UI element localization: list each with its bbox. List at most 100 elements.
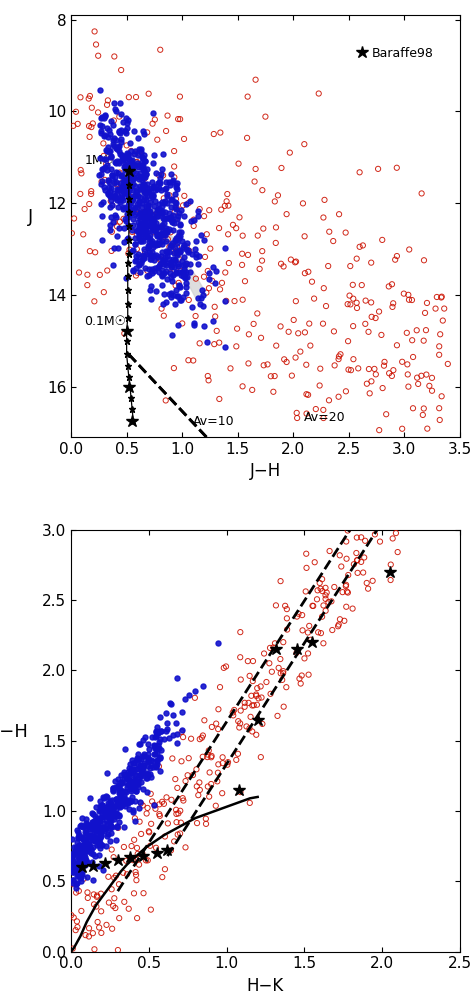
Point bbox=[140, 250, 147, 266]
Point bbox=[79, 838, 86, 854]
Point bbox=[121, 123, 129, 139]
Point bbox=[75, 839, 83, 855]
Point bbox=[161, 285, 168, 301]
Point bbox=[145, 183, 153, 199]
Point bbox=[111, 807, 119, 823]
Point bbox=[193, 778, 201, 795]
Point bbox=[438, 389, 446, 405]
Point bbox=[109, 257, 117, 273]
Point bbox=[209, 273, 216, 289]
Point bbox=[117, 106, 125, 122]
Point bbox=[80, 831, 87, 847]
Point bbox=[158, 198, 166, 214]
Point bbox=[359, 565, 367, 581]
Point bbox=[142, 166, 149, 182]
Point bbox=[118, 147, 126, 163]
Point bbox=[400, 286, 408, 302]
Point bbox=[244, 654, 252, 670]
Point bbox=[250, 697, 257, 713]
Y-axis label: J: J bbox=[27, 208, 33, 226]
Point bbox=[137, 766, 145, 782]
Point bbox=[112, 779, 120, 796]
Point bbox=[140, 222, 148, 238]
Point bbox=[143, 180, 150, 196]
Point bbox=[155, 725, 162, 741]
Point bbox=[219, 749, 227, 765]
Point bbox=[118, 62, 125, 79]
Point bbox=[143, 770, 151, 786]
Point bbox=[167, 696, 175, 712]
Point bbox=[140, 205, 147, 222]
Point bbox=[114, 942, 122, 958]
Point bbox=[136, 233, 144, 249]
Point bbox=[295, 605, 302, 621]
Point bbox=[166, 239, 173, 255]
Point bbox=[69, 846, 76, 862]
Point bbox=[100, 815, 108, 831]
Point bbox=[403, 325, 410, 341]
Point bbox=[340, 612, 348, 628]
Point bbox=[221, 265, 229, 281]
Point bbox=[97, 195, 105, 211]
Point bbox=[160, 190, 168, 206]
Point bbox=[156, 730, 164, 746]
Point bbox=[140, 162, 147, 178]
Point bbox=[85, 830, 92, 846]
Point bbox=[132, 767, 139, 783]
Point bbox=[280, 634, 287, 651]
Point bbox=[344, 333, 352, 349]
Point bbox=[170, 158, 178, 174]
Point bbox=[73, 919, 81, 936]
Point bbox=[342, 577, 350, 593]
Point bbox=[98, 166, 105, 182]
Point bbox=[140, 757, 148, 773]
Point bbox=[221, 293, 228, 309]
Point bbox=[326, 224, 333, 240]
Point bbox=[127, 159, 135, 175]
Point bbox=[292, 254, 300, 270]
Point bbox=[74, 842, 82, 858]
Point bbox=[262, 109, 269, 125]
Point bbox=[114, 819, 121, 835]
Point bbox=[109, 213, 117, 230]
Point bbox=[91, 809, 99, 825]
Point bbox=[217, 125, 224, 141]
Point bbox=[229, 217, 237, 233]
Point bbox=[140, 885, 147, 901]
Point bbox=[73, 863, 81, 879]
Point bbox=[344, 584, 352, 600]
Point bbox=[356, 164, 364, 180]
Point bbox=[110, 870, 118, 886]
Point bbox=[102, 156, 110, 172]
Point bbox=[208, 776, 215, 793]
Point bbox=[115, 143, 123, 159]
Point bbox=[103, 156, 111, 172]
Point bbox=[145, 240, 152, 256]
Point bbox=[140, 182, 147, 198]
Point bbox=[241, 699, 248, 715]
Point bbox=[325, 393, 333, 409]
Point bbox=[221, 197, 228, 213]
Point bbox=[82, 815, 90, 831]
Point bbox=[73, 868, 81, 884]
Point bbox=[112, 790, 120, 807]
Point bbox=[193, 815, 201, 831]
Point bbox=[252, 161, 259, 177]
Point bbox=[346, 288, 353, 304]
Point bbox=[85, 196, 93, 212]
Point bbox=[103, 162, 111, 178]
Point bbox=[219, 785, 226, 802]
Point bbox=[390, 363, 397, 379]
Point bbox=[114, 771, 121, 787]
Point bbox=[106, 217, 113, 233]
Point bbox=[438, 289, 446, 305]
Point bbox=[119, 793, 127, 809]
Point bbox=[145, 239, 153, 255]
Point bbox=[319, 571, 326, 587]
Point bbox=[409, 348, 417, 365]
Point bbox=[91, 245, 99, 261]
Point bbox=[134, 159, 142, 175]
Point bbox=[120, 770, 128, 786]
Point bbox=[169, 750, 176, 766]
Point bbox=[77, 867, 85, 883]
